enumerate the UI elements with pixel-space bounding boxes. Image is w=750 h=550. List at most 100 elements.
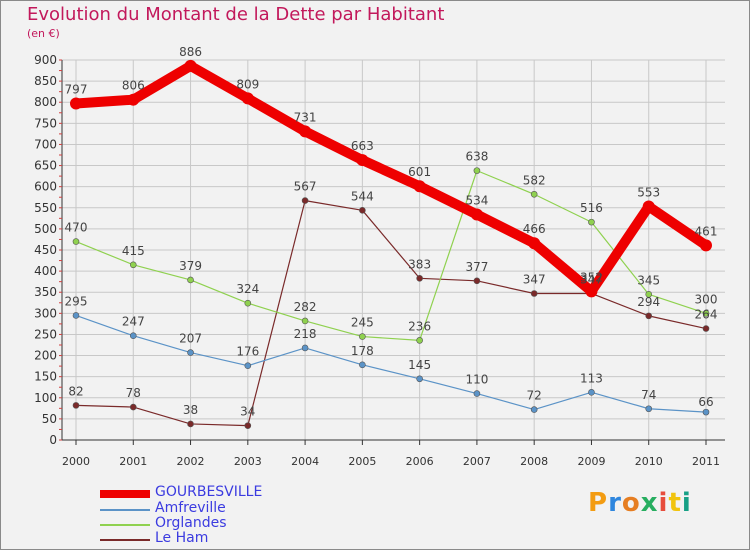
legend-label: GOURBESVILLE bbox=[155, 484, 263, 500]
data-point bbox=[645, 291, 653, 298]
brand-letter: x bbox=[640, 488, 659, 518]
data-label: 78 bbox=[126, 386, 141, 400]
series-line bbox=[75, 200, 707, 427]
data-label: 245 bbox=[351, 316, 374, 330]
x-tick-label: 2005 bbox=[348, 455, 376, 468]
data-label: 582 bbox=[523, 173, 546, 187]
data-labels: 797 806 886 809 731 663 601 534 466 352 553 461 295 2… bbox=[65, 45, 718, 419]
data-point bbox=[413, 180, 426, 193]
data-point bbox=[416, 274, 423, 282]
y-tick-label: 150 bbox=[34, 370, 57, 384]
data-label: 415 bbox=[122, 244, 145, 258]
series-amfreville bbox=[72, 312, 710, 416]
data-point bbox=[588, 218, 595, 226]
data-point bbox=[301, 197, 309, 204]
y-tick-label: 650 bbox=[34, 159, 57, 173]
data-point bbox=[416, 337, 423, 344]
x-tick-label: 2003 bbox=[234, 455, 262, 468]
data-point bbox=[416, 375, 423, 383]
brand-logo: Proxiti bbox=[588, 488, 692, 518]
data-label: 347 bbox=[580, 272, 603, 286]
data-point bbox=[642, 200, 655, 213]
y-tick-label: 350 bbox=[34, 285, 57, 299]
legend-label: Amfreville bbox=[155, 500, 226, 516]
data-label: 383 bbox=[408, 257, 431, 271]
data-point bbox=[129, 261, 137, 269]
data-point bbox=[72, 312, 80, 319]
data-label: 806 bbox=[122, 79, 145, 93]
data-point bbox=[700, 239, 712, 252]
data-label: 66 bbox=[698, 395, 713, 409]
data-point bbox=[702, 310, 710, 317]
data-label: 236 bbox=[408, 319, 431, 333]
data-point bbox=[187, 276, 194, 284]
chart-subtitle: (en €) bbox=[27, 27, 60, 40]
data-label: 264 bbox=[695, 308, 718, 322]
data-label: 461 bbox=[695, 224, 718, 238]
data-point bbox=[359, 207, 366, 214]
data-label: 466 bbox=[523, 222, 546, 236]
data-point bbox=[70, 97, 82, 110]
y-tick-label: 400 bbox=[34, 264, 57, 278]
data-label: 295 bbox=[65, 294, 88, 308]
data-point bbox=[585, 285, 598, 298]
series-line bbox=[71, 60, 711, 297]
x-tick-label: 2006 bbox=[406, 455, 434, 468]
data-point bbox=[528, 237, 541, 250]
legend-swatch bbox=[100, 490, 150, 498]
data-label: 377 bbox=[465, 260, 488, 274]
y-tick-label: 0 bbox=[49, 433, 57, 447]
data-label: 294 bbox=[637, 295, 660, 309]
data-label: 534 bbox=[465, 194, 488, 208]
data-point bbox=[645, 405, 653, 413]
chart-title: Evolution du Montant de la Dette par Hab… bbox=[27, 4, 445, 25]
data-point bbox=[530, 406, 538, 413]
axes: 0 50 100 150 200 250 300 350 400 450 500 550 600 650 7… bbox=[34, 53, 725, 468]
brand-letter: i bbox=[658, 488, 669, 518]
data-label: 176 bbox=[236, 345, 259, 359]
brand-letter: o bbox=[621, 488, 641, 518]
data-point bbox=[72, 238, 80, 245]
data-point bbox=[187, 349, 194, 356]
data-point bbox=[359, 333, 366, 340]
data-label: 324 bbox=[236, 282, 259, 296]
data-point bbox=[127, 93, 140, 106]
legend-label: Le Ham bbox=[155, 530, 209, 546]
data-label: 145 bbox=[408, 358, 431, 372]
data-label: 797 bbox=[65, 82, 88, 96]
data-label: 886 bbox=[179, 45, 202, 59]
data-point bbox=[244, 422, 252, 429]
data-point bbox=[301, 344, 309, 352]
series-orglandes bbox=[72, 167, 710, 344]
series-gourbesville bbox=[70, 59, 712, 298]
data-point bbox=[473, 390, 481, 397]
brand-letter: t bbox=[668, 488, 682, 518]
y-tick-label: 750 bbox=[34, 116, 57, 130]
legend-swatch bbox=[100, 539, 150, 541]
data-label: 731 bbox=[294, 110, 317, 124]
data-label: 601 bbox=[408, 165, 431, 179]
data-label: 113 bbox=[580, 371, 603, 385]
y-tick-label: 250 bbox=[34, 327, 57, 341]
data-point bbox=[530, 190, 538, 198]
x-tick-label: 2008 bbox=[520, 455, 548, 468]
data-point bbox=[184, 59, 197, 72]
data-point bbox=[356, 154, 369, 167]
data-point bbox=[244, 362, 252, 369]
data-point bbox=[470, 208, 483, 221]
y-tick-label: 450 bbox=[34, 243, 57, 257]
data-label: 300 bbox=[695, 292, 718, 306]
legend-swatch bbox=[100, 509, 150, 511]
x-tick-label: 2001 bbox=[119, 455, 147, 468]
x-tick-label: 2009 bbox=[577, 455, 605, 468]
brand-letter: P bbox=[588, 488, 609, 518]
x-tick-label: 2011 bbox=[692, 455, 720, 468]
data-label: 38 bbox=[183, 403, 198, 417]
y-tick-label: 600 bbox=[34, 180, 57, 194]
legend-label: Orglandes bbox=[155, 515, 227, 531]
y-tick-label: 500 bbox=[34, 222, 57, 236]
grid bbox=[62, 59, 725, 441]
data-label: 663 bbox=[351, 139, 374, 153]
series-line bbox=[75, 170, 707, 341]
